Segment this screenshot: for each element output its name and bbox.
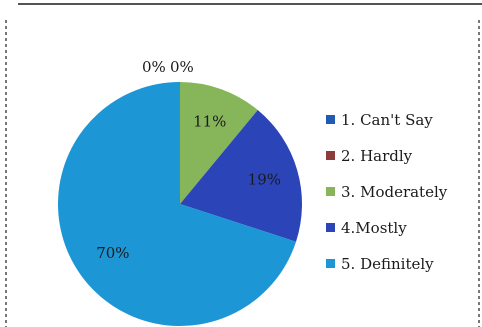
data-label-5-definitely: 70%	[96, 244, 129, 262]
pie-slice-4-mostly	[180, 109, 303, 242]
pie-slice-3-moderately	[180, 82, 258, 204]
pie-slices	[57, 82, 303, 326]
data-label-2-hardly: 0%	[170, 58, 194, 76]
legend-label-3-moderately: 3. Moderately	[341, 183, 448, 201]
legend-swatch-5-definitely	[326, 259, 335, 268]
legend-label-4-mostly: 4.Mostly	[341, 219, 407, 237]
legend-swatch-2-hardly	[326, 151, 335, 160]
legend-swatch-1-can-t-say	[326, 115, 335, 124]
legend-swatch-4-mostly	[326, 223, 335, 232]
data-label-3-moderately: 11%	[193, 112, 226, 130]
data-label-4-mostly: 19%	[248, 170, 281, 188]
legend-swatch-3-moderately	[326, 187, 335, 196]
legend-label-5-definitely: 5. Definitely	[341, 255, 434, 273]
legend-label-1-can-t-say: 1. Can't Say	[341, 111, 433, 129]
pie-slice-5-definitely	[57, 82, 297, 326]
data-label-1-can-t-say: 0%	[142, 58, 166, 76]
legend: 1. Can't Say 2. Hardly 3. Moderately 4.Most…	[326, 111, 448, 273]
legend-label-2-hardly: 2. Hardly	[341, 147, 413, 165]
pie-data-labels: 0% 0% 11% 19% 70%	[96, 58, 281, 262]
